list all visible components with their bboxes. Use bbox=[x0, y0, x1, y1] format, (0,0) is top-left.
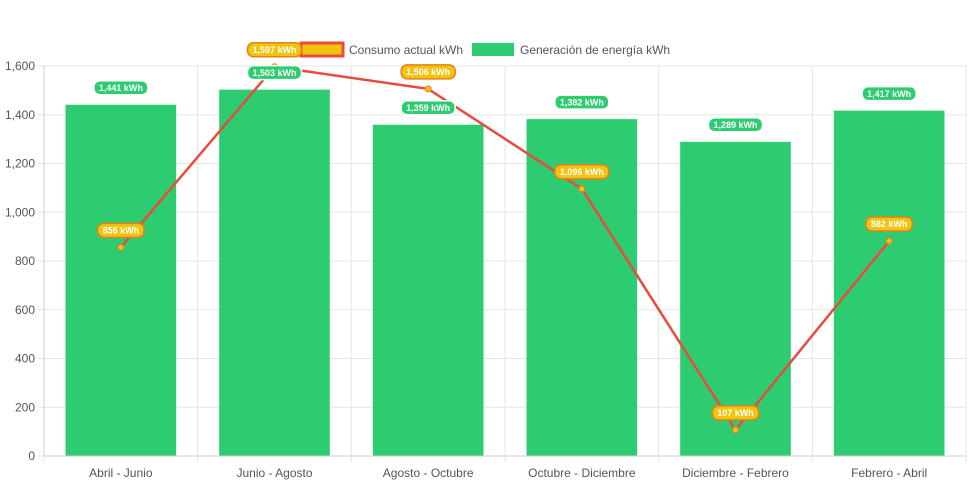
line-value-label: 856 kWh bbox=[103, 226, 140, 236]
line-value-label-bg bbox=[96, 222, 145, 239]
line-value-label-bg bbox=[711, 405, 760, 421]
bar-value-label-group: 1,503 kWh bbox=[246, 64, 303, 81]
line-consumo bbox=[119, 65, 891, 432]
bar-value-label-bg bbox=[93, 80, 149, 96]
legend: Consumo actual kWh Generación de energía… bbox=[299, 41, 670, 58]
line-value-label: 1,506 kWh bbox=[406, 67, 450, 77]
bar-generacion[interactable] bbox=[65, 104, 177, 456]
line-value-label-group: 1,096 kWh bbox=[554, 164, 610, 180]
bar-value-label: 1,382 kWh bbox=[560, 97, 604, 107]
bar-value-label: 1,417 kWh bbox=[867, 89, 911, 99]
data-labels: 1,441 kWh 1,503 kWh 1,359 kWh 1,382 kWh 1,28… bbox=[93, 41, 917, 421]
bar-generacion[interactable] bbox=[833, 110, 945, 456]
y-tick-label: 1,400 bbox=[5, 108, 35, 122]
y-tick-label: 1,000 bbox=[5, 205, 35, 219]
gridlines bbox=[43, 65, 967, 462]
bar-value-label-group: 1,441 kWh bbox=[93, 80, 149, 96]
line-value-label: 107 kWh bbox=[717, 408, 754, 418]
y-axis: 0 200 400 600 800 1,000 1,200 1,400 1,600 bbox=[5, 59, 45, 463]
point-consumo[interactable] bbox=[424, 85, 432, 93]
line-value-label-bg bbox=[865, 216, 914, 232]
bar-value-label-bg bbox=[400, 99, 456, 116]
line-value-label-group: 1,506 kWh bbox=[400, 64, 456, 80]
bar-value-label-group: 1,289 kWh bbox=[707, 117, 764, 133]
y-tick-label: 200 bbox=[15, 400, 35, 414]
x-tick-label: Junio - Agosto bbox=[236, 466, 312, 480]
bar-value-label-bg bbox=[861, 85, 917, 102]
y-tick-label: 0 bbox=[28, 449, 35, 463]
bar-value-label: 1,441 kWh bbox=[99, 83, 143, 93]
x-tick-label: Febrero - Abril bbox=[851, 466, 927, 480]
legend-swatch-generacion[interactable] bbox=[472, 43, 514, 56]
y-tick-label: 1,200 bbox=[5, 157, 35, 171]
bar-generacion[interactable] bbox=[372, 124, 484, 457]
x-tick-label: Diciembre - Febrero bbox=[682, 466, 789, 480]
line-value-label: 1,597 kWh bbox=[252, 45, 296, 55]
legend-swatch-consumo[interactable] bbox=[299, 41, 345, 58]
bar-value-label-bg bbox=[707, 117, 764, 133]
bar-value-label: 1,503 kWh bbox=[252, 68, 296, 78]
line-value-label: 1,096 kWh bbox=[560, 167, 604, 177]
bar-value-label-group: 1,417 kWh bbox=[861, 85, 917, 102]
legend-label-generacion[interactable]: Generación de energía kWh bbox=[520, 43, 670, 57]
bar-value-label-group: 1,359 kWh bbox=[400, 99, 456, 116]
line-value-label-bg bbox=[246, 41, 303, 58]
bar-value-label: 1,359 kWh bbox=[406, 103, 450, 113]
line-value-label-group: 107 kWh bbox=[711, 405, 760, 421]
bar-value-label-bg bbox=[246, 64, 303, 81]
line-value-label-group: 856 kWh bbox=[96, 222, 145, 239]
bar-generacion[interactable] bbox=[680, 141, 791, 456]
point-consumo[interactable] bbox=[732, 426, 739, 434]
bar-generacion[interactable] bbox=[219, 89, 330, 457]
x-tick-label: Octubre - Diciembre bbox=[528, 466, 636, 480]
line-value-label-group: 1,597 kWh bbox=[246, 41, 303, 58]
x-tick-label: Agosto - Octubre bbox=[383, 466, 474, 480]
y-tick-label: 1,600 bbox=[5, 59, 35, 73]
point-consumo[interactable] bbox=[117, 243, 125, 251]
line-value-label: 882 kWh bbox=[871, 219, 908, 229]
x-axis: Abril - Junio Junio - Agosto Agosto - Octu… bbox=[44, 455, 966, 480]
point-consumo[interactable] bbox=[885, 237, 893, 245]
y-tick-label: 800 bbox=[15, 254, 35, 268]
bar-value-label-group: 1,382 kWh bbox=[554, 94, 610, 110]
x-tick-label: Abril - Junio bbox=[89, 466, 153, 480]
legend-label-consumo[interactable]: Consumo actual kWh bbox=[349, 43, 463, 57]
line-value-label-bg bbox=[400, 64, 456, 80]
y-tick-label: 400 bbox=[15, 352, 35, 366]
point-consumo[interactable] bbox=[578, 185, 586, 193]
line-value-label-group: 882 kWh bbox=[865, 216, 914, 232]
bar-value-label: 1,289 kWh bbox=[713, 120, 757, 130]
line-value-label-bg bbox=[554, 164, 610, 180]
bar-value-label-bg bbox=[554, 94, 610, 110]
y-tick-label: 600 bbox=[15, 303, 35, 317]
